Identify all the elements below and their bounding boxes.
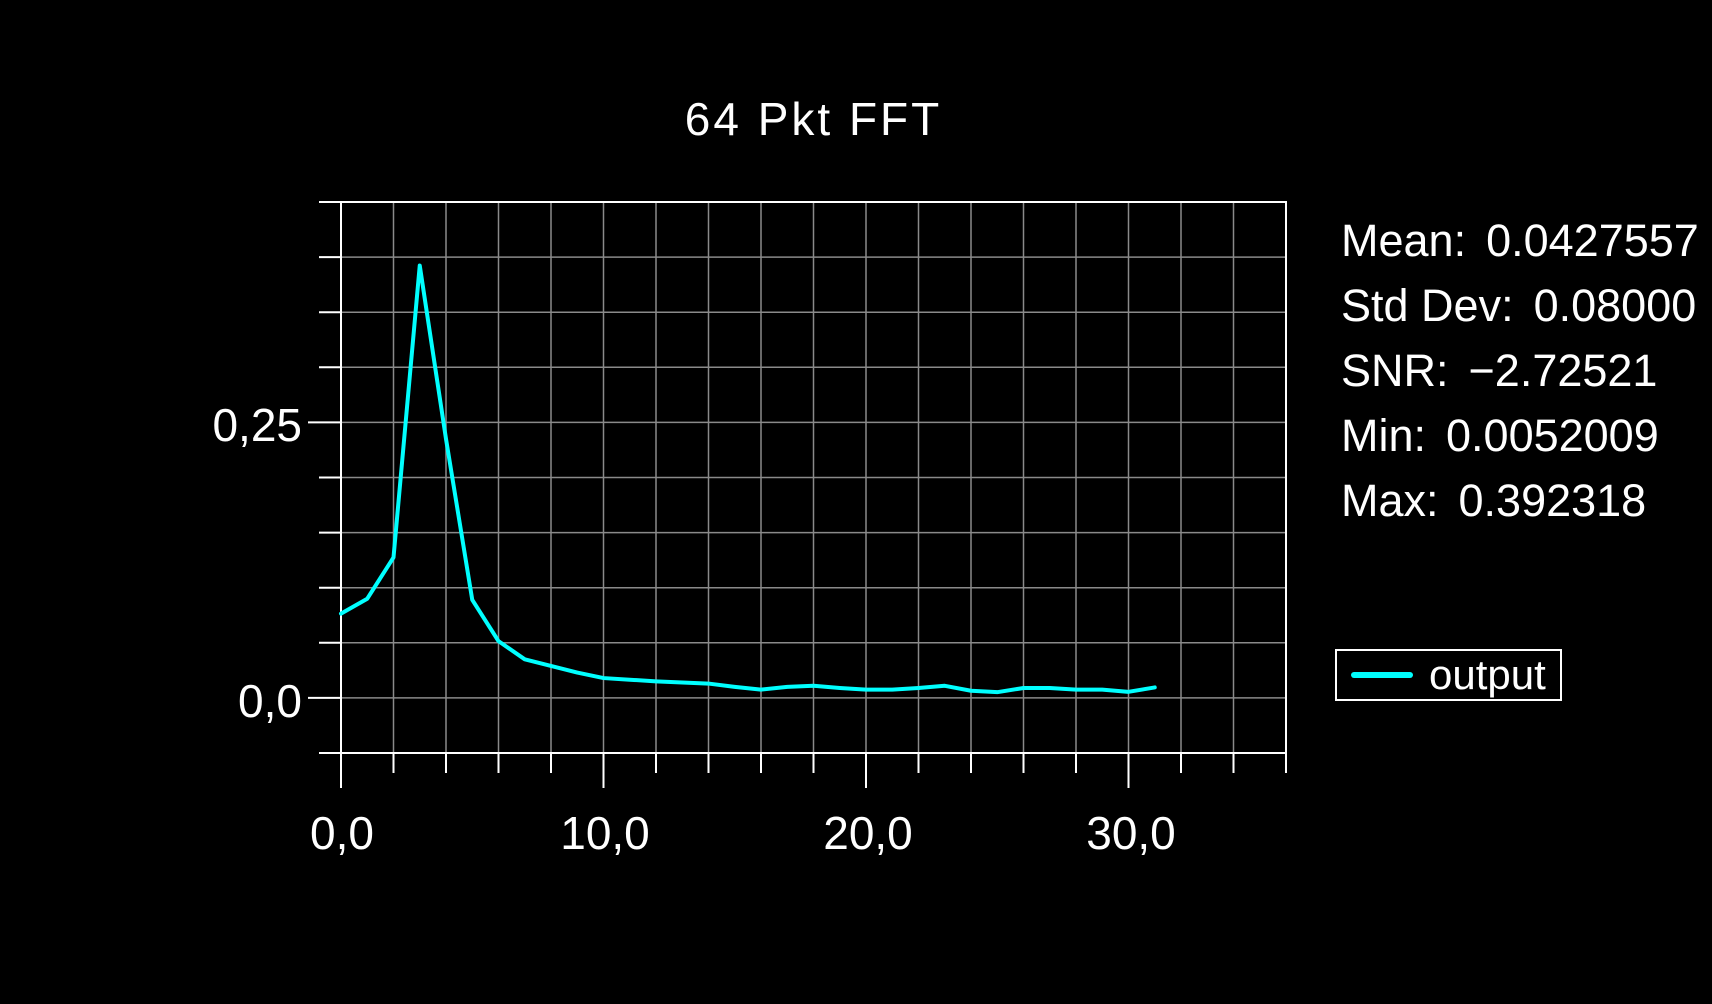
- x-axis-tick-label-0: 0,0: [310, 807, 374, 859]
- stat-min: Min: 0.0052009: [1341, 403, 1712, 468]
- plot-legend[interactable]: output: [1335, 649, 1562, 701]
- stat-snr-value: −2.72521: [1468, 345, 1658, 396]
- y-axis-tick-label-00: 0,0: [238, 675, 302, 727]
- stat-max-value: 0.392318: [1458, 475, 1647, 526]
- stat-max: Max: 0.392318: [1341, 468, 1712, 533]
- legend-line-sample-icon: [1351, 672, 1413, 678]
- stat-mean-label: Mean:: [1341, 215, 1467, 266]
- stat-max-label: Max:: [1341, 475, 1439, 526]
- stat-std-dev-value: 0.08000: [1533, 280, 1697, 331]
- stat-mean-value: 0.0427557: [1486, 215, 1699, 266]
- y-axis-tick-label-025: 0,25: [212, 399, 302, 451]
- statistics-panel: Mean: 0.0427557 Std Dev: 0.08000 SNR: −2.72…: [1341, 208, 1712, 533]
- stat-snr-label: SNR:: [1341, 345, 1449, 396]
- stat-min-value: 0.0052009: [1446, 410, 1659, 461]
- x-axis-tick-label-30: 30,0: [1086, 807, 1176, 859]
- x-axis-tick-label-10: 10,0: [560, 807, 650, 859]
- stat-std-dev-label: Std Dev:: [1341, 280, 1514, 331]
- stat-mean: Mean: 0.0427557: [1341, 208, 1712, 273]
- chart-title: 64 Pkt FFT: [684, 93, 943, 145]
- legend-item-output: output: [1429, 651, 1546, 698]
- stat-min-label: Min:: [1341, 410, 1427, 461]
- plot-canvas: [308, 201, 1287, 788]
- x-axis-tick-label-20: 20,0: [823, 807, 913, 859]
- stat-snr: SNR: −2.72521: [1341, 338, 1712, 403]
- stat-std-dev: Std Dev: 0.08000: [1341, 273, 1712, 338]
